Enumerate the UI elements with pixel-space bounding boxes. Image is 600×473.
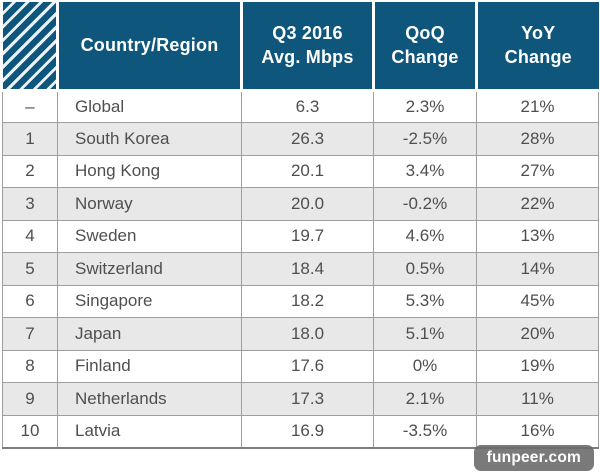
cell-qoq: 0.5% (373, 252, 477, 286)
cell-country: Netherlands (57, 382, 242, 416)
cell-yoy: 28% (476, 122, 599, 156)
col-header-yoy-line1: YoY (521, 22, 556, 43)
col-header-yoy-line2: Change (504, 47, 572, 68)
cell-rank: 2 (2, 154, 58, 188)
cell-mbps: 17.6 (241, 349, 374, 383)
col-header-qoq-line2: Change (391, 47, 459, 68)
cell-mbps: 26.3 (241, 122, 374, 156)
cell-yoy: 14% (476, 252, 599, 286)
table-row: 5 Switzerland 18.4 0.5% 14% (2, 252, 599, 286)
cell-rank: 9 (2, 382, 58, 416)
cell-yoy: 19% (476, 349, 599, 383)
header-row: Country/Region Q3 2016 Avg. Mbps QoQ Cha… (2, 2, 599, 92)
col-header-avg-mbps: Q3 2016 Avg. Mbps (240, 2, 374, 92)
cell-qoq: 0% (373, 349, 477, 383)
cell-country: Finland (57, 349, 242, 383)
table-row: 8 Finland 17.6 0% 19% (2, 349, 599, 383)
cell-country: Sweden (57, 219, 242, 253)
cell-qoq: -0.2% (373, 187, 477, 221)
cell-mbps: 16.9 (241, 414, 374, 449)
col-header-yoy-change: YoY Change (475, 2, 599, 92)
col-header-qoq-change: QoQ Change (372, 2, 477, 92)
watermark-badge: funpeer.com (473, 444, 594, 471)
cell-rank: 4 (2, 219, 58, 253)
table-row: 2 Hong Kong 20.1 3.4% 27% (2, 154, 599, 188)
table-body: – Global 6.3 2.3% 21% 1 South Korea 26.3 -2.5% 28… (2, 89, 599, 449)
cell-country: South Korea (57, 122, 242, 156)
cell-yoy: 16% (476, 414, 599, 449)
cell-mbps: 18.0 (241, 317, 374, 351)
corner-hatch-cell (2, 2, 58, 92)
cell-mbps: 20.1 (241, 154, 374, 188)
cell-qoq: -2.5% (373, 122, 477, 156)
cell-rank: 8 (2, 349, 58, 383)
cell-mbps: 18.4 (241, 252, 374, 286)
table-row: 6 Singapore 18.2 5.3% 45% (2, 284, 599, 318)
cell-qoq: 2.3% (373, 89, 477, 123)
table-row: 3 Norway 20.0 -0.2% 22% (2, 187, 599, 221)
cell-qoq: 2.1% (373, 382, 477, 416)
cell-mbps: 18.2 (241, 284, 374, 318)
cell-yoy: 20% (476, 317, 599, 351)
cell-yoy: 11% (476, 382, 599, 416)
col-header-avg-mbps-line2: Avg. Mbps (261, 47, 354, 68)
cell-yoy: 13% (476, 219, 599, 253)
cell-yoy: 27% (476, 154, 599, 188)
cell-rank: 7 (2, 317, 58, 351)
cell-yoy: 21% (476, 89, 599, 123)
col-header-country: Country/Region (56, 2, 242, 92)
broadband-speed-table: Country/Region Q3 2016 Avg. Mbps QoQ Cha… (2, 2, 599, 449)
cell-qoq: 5.1% (373, 317, 477, 351)
table-header: Country/Region Q3 2016 Avg. Mbps QoQ Cha… (2, 2, 599, 92)
cell-qoq: 3.4% (373, 154, 477, 188)
cell-mbps: 20.0 (241, 187, 374, 221)
cell-rank: 10 (2, 414, 58, 449)
table-row: 1 South Korea 26.3 -2.5% 28% (2, 122, 599, 156)
cell-country: Japan (57, 317, 242, 351)
col-header-avg-mbps-line1: Q3 2016 (272, 22, 343, 43)
table-row: 9 Netherlands 17.3 2.1% 11% (2, 382, 599, 416)
cell-rank: 1 (2, 122, 58, 156)
cell-country: Switzerland (57, 252, 242, 286)
cell-qoq: 5.3% (373, 284, 477, 318)
cell-mbps: 19.7 (241, 219, 374, 253)
cell-country: Singapore (57, 284, 242, 318)
cell-mbps: 6.3 (241, 89, 374, 123)
table-row: 7 Japan 18.0 5.1% 20% (2, 317, 599, 351)
cell-rank: – (2, 89, 58, 123)
cell-yoy: 45% (476, 284, 599, 318)
table-row: – Global 6.3 2.3% 21% (2, 89, 599, 123)
cell-rank: 3 (2, 187, 58, 221)
cell-mbps: 17.3 (241, 382, 374, 416)
cell-yoy: 22% (476, 187, 599, 221)
table-row: 10 Latvia 16.9 -3.5% 16% (2, 414, 599, 449)
col-header-qoq-line1: QoQ (405, 22, 445, 43)
cell-country: Global (57, 89, 242, 123)
table-row: 4 Sweden 19.7 4.6% 13% (2, 219, 599, 253)
cell-country: Norway (57, 187, 242, 221)
cell-rank: 6 (2, 284, 58, 318)
cell-country: Latvia (57, 414, 242, 449)
cell-rank: 5 (2, 252, 58, 286)
cell-country: Hong Kong (57, 154, 242, 188)
cell-qoq: -3.5% (373, 414, 477, 449)
cell-qoq: 4.6% (373, 219, 477, 253)
